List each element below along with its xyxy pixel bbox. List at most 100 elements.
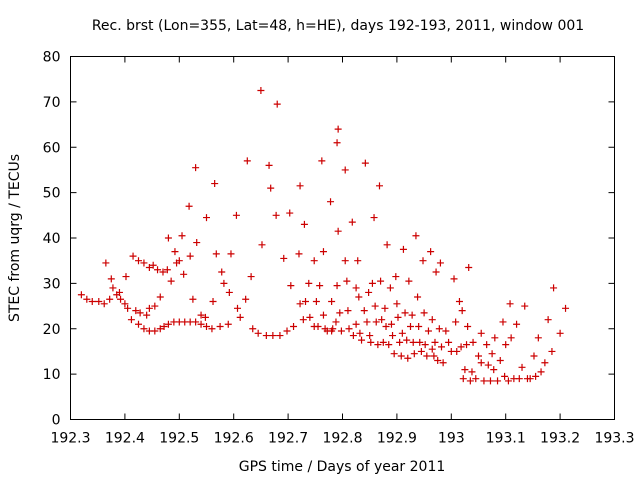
data-point [145, 304, 153, 312]
data-point [382, 322, 390, 330]
data-point [341, 166, 349, 174]
data-point [211, 180, 219, 188]
data-point [491, 334, 499, 342]
data-point [404, 354, 412, 362]
data-point [477, 329, 485, 337]
data-point [363, 318, 371, 326]
x-tick-label: 192.5 [159, 431, 199, 447]
data-point [417, 347, 425, 355]
data-point [106, 295, 114, 303]
data-point [458, 307, 466, 315]
x-tick-label: 193.2 [540, 431, 580, 447]
x-tick-label: 192.8 [322, 431, 362, 447]
data-point [526, 375, 534, 383]
data-point [121, 300, 129, 308]
data-point [488, 350, 496, 358]
data-point [186, 252, 194, 260]
data-point [280, 254, 288, 262]
data-point [372, 318, 380, 326]
data-points [77, 87, 570, 385]
data-point [192, 164, 200, 172]
data-point [432, 268, 440, 276]
x-tick-label: 192.7 [268, 431, 308, 447]
data-point [100, 300, 108, 308]
data-point [344, 307, 352, 315]
data-point [506, 300, 514, 308]
data-point [544, 316, 552, 324]
data-point [197, 311, 205, 319]
data-point [463, 341, 471, 349]
data-point [107, 275, 115, 283]
data-point [468, 368, 476, 376]
chart-title: Rec. brst (Lon=355, Lat=48, h=HE), days … [92, 18, 584, 34]
data-point [302, 298, 310, 306]
x-axis: 192.3 192.4 192.5 192.6 192.7 192.8 192.9 193 19… [50, 56, 635, 447]
data-point [442, 327, 450, 335]
y-tick-label: 30 [43, 276, 61, 292]
data-point [414, 293, 422, 301]
data-point [218, 268, 226, 276]
data-point [424, 327, 432, 335]
data-point [160, 322, 168, 330]
data-point [243, 157, 251, 165]
data-point [300, 220, 308, 228]
data-point [452, 318, 460, 326]
data-point [502, 341, 510, 349]
data-point [290, 322, 298, 330]
data-point [466, 377, 474, 385]
data-point [343, 277, 351, 285]
data-point [242, 295, 250, 303]
data-point [156, 325, 164, 333]
data-point [477, 359, 485, 367]
data-point [386, 284, 394, 292]
data-point [537, 368, 545, 376]
data-point [337, 327, 345, 335]
data-point [136, 309, 144, 317]
data-point [378, 316, 386, 324]
data-point [486, 377, 494, 385]
data-point [203, 214, 210, 222]
data-point [109, 284, 117, 292]
data-point [151, 302, 159, 310]
data-point [496, 357, 504, 365]
data-point [171, 248, 179, 256]
data-point [269, 332, 277, 340]
data-point [435, 325, 443, 333]
data-point [185, 202, 193, 210]
data-point [457, 343, 465, 351]
data-point [145, 263, 153, 271]
data-point [143, 311, 151, 319]
data-point [345, 325, 353, 333]
data-point [209, 298, 217, 306]
data-point [393, 300, 401, 308]
data-point [480, 377, 488, 385]
data-point [352, 284, 360, 292]
data-point [501, 372, 509, 380]
data-point [461, 366, 469, 374]
data-point [541, 359, 549, 367]
data-point [258, 241, 266, 249]
data-point [530, 352, 538, 360]
data-point [361, 159, 369, 167]
y-axis-label: STEC from uqrg / TECUs [7, 154, 23, 322]
data-point [548, 347, 556, 355]
data-point [299, 316, 307, 324]
data-point [208, 325, 216, 333]
data-point [377, 277, 385, 285]
data-point [427, 248, 435, 256]
data-point [249, 325, 257, 333]
data-point [405, 277, 413, 285]
data-point [360, 307, 368, 315]
data-point [265, 161, 273, 169]
data-point [419, 257, 427, 265]
data-point [159, 268, 167, 276]
data-point [472, 375, 480, 383]
data-point [272, 211, 280, 219]
data-point [436, 259, 444, 267]
data-point [310, 257, 318, 265]
data-point [475, 352, 482, 360]
data-point [286, 209, 294, 217]
data-point [409, 338, 417, 346]
data-point [385, 341, 393, 349]
data-point [327, 198, 335, 206]
